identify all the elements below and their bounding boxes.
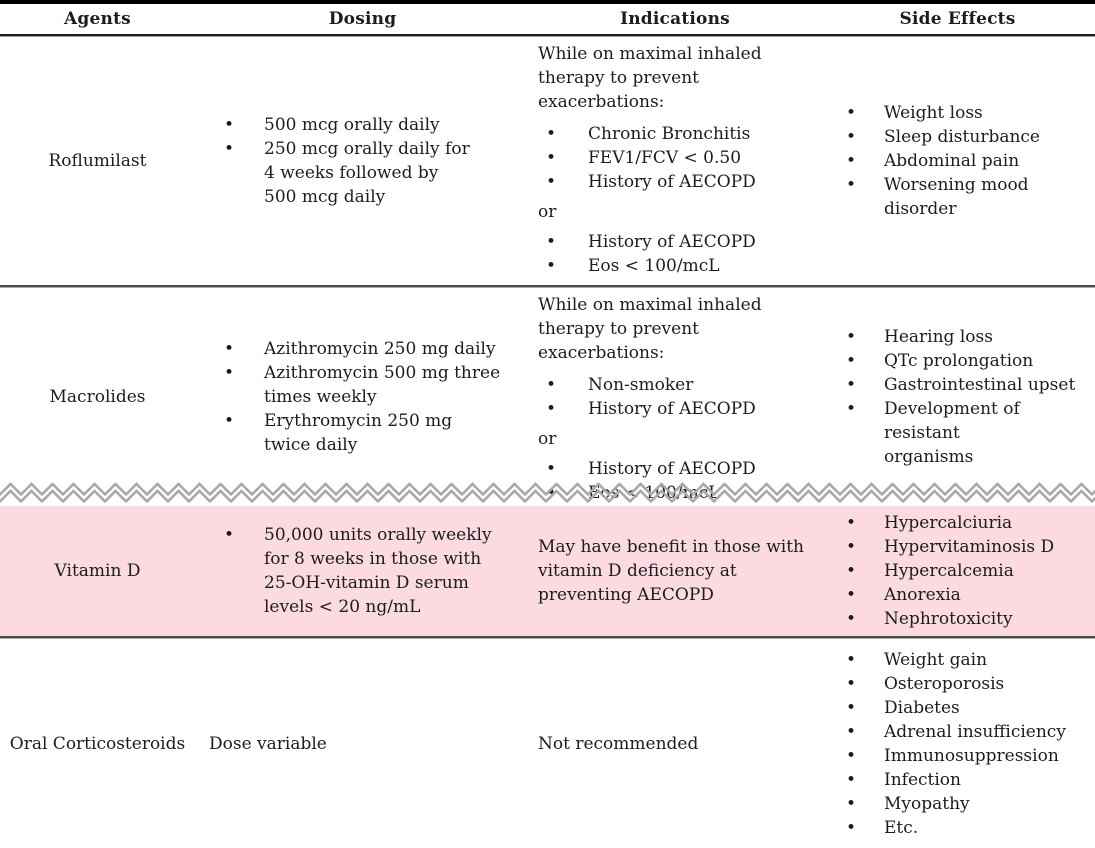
zigzag-icon <box>0 480 1095 506</box>
column-header-agents: Agents <box>64 9 131 29</box>
indications-cell: While on maximal inhaled therapy to prev… <box>530 37 820 278</box>
row-divider <box>0 285 1095 288</box>
list-item: Immunosuppression <box>820 744 1095 768</box>
table-row-roflumilast: Roflumilast 500 mcg orally daily 250 mcg… <box>0 37 1095 285</box>
list-item: Diabetes <box>820 696 1095 720</box>
column-header-side-effects: Side Effects <box>899 9 1016 29</box>
side-effects-cell: Hearing loss QTc prolongation Gastrointe… <box>820 325 1095 469</box>
list-item: Eos < 100/mcL <box>530 254 820 278</box>
list-item: Adrenal insufficiency <box>820 720 1095 744</box>
list-item: History of AECOPD <box>530 397 820 421</box>
list-item: Weight loss <box>820 101 1095 125</box>
header-divider <box>0 34 1095 37</box>
side-effects-list: Weight loss Sleep disturbance Abdominal … <box>820 101 1095 221</box>
list-item: Nephrotoxicity <box>820 607 1095 631</box>
side-effects-list: Hypercalciuria Hypervitaminosis D Hyperc… <box>820 511 1095 631</box>
list-item: Hypercalcemia <box>820 559 1095 583</box>
list-item: Weight gain <box>820 648 1095 672</box>
dosing-cell: Azithromycin 250 mg daily Azithromycin 5… <box>195 337 530 457</box>
list-item: Hypercalciuria <box>820 511 1095 535</box>
list-item: Chronic Bronchitis <box>530 122 820 146</box>
dosing-cell: 500 mcg orally daily 250 mcg orally dail… <box>195 113 530 209</box>
list-item: Erythromycin 250 mg twice daily <box>195 409 530 457</box>
list-item: Worsening mood disorder <box>820 173 1095 221</box>
row-divider <box>0 636 1095 639</box>
list-item: History of AECOPD <box>530 170 820 194</box>
list-item: Hypervitaminosis D <box>820 535 1095 559</box>
indications-connector: or <box>538 202 557 222</box>
list-item: Osteroporosis <box>820 672 1095 696</box>
list-item: Sleep disturbance <box>820 125 1095 149</box>
list-item: Development of resistant organisms <box>820 397 1095 469</box>
list-item: Etc. <box>820 816 1095 840</box>
indications-intro: While on maximal inhaled therapy to prev… <box>538 44 762 112</box>
list-item: Abdominal pain <box>820 149 1095 173</box>
indications-text: Not recommended <box>538 733 699 754</box>
indications-list: Chronic Bronchitis FEV1/FCV < 0.50 Histo… <box>530 122 820 194</box>
list-item: 500 mcg orally daily <box>195 113 530 137</box>
list-item: Hearing loss <box>820 325 1095 349</box>
indications-intro: While on maximal inhaled therapy to prev… <box>538 295 762 363</box>
list-item: Non-smoker <box>530 373 820 397</box>
indications-connector: or <box>538 429 557 449</box>
list-item: Anorexia <box>820 583 1095 607</box>
column-header-indications: Indications <box>620 9 730 29</box>
agent-name: Macrolides <box>49 386 146 407</box>
dosing-list: 500 mcg orally daily 250 mcg orally dail… <box>195 113 530 209</box>
dosing-cell: 50,000 units orally weekly for 8 weeks i… <box>195 523 530 619</box>
list-item: QTc prolongation <box>820 349 1095 373</box>
dosing-text: Dose variable <box>209 733 327 754</box>
list-item: Azithromycin 500 mg three times weekly <box>195 361 530 409</box>
side-effects-cell: Weight loss Sleep disturbance Abdominal … <box>820 101 1095 221</box>
list-item: Infection <box>820 768 1095 792</box>
indications-list: History of AECOPD Eos < 100/mcL <box>530 230 820 278</box>
table-row-oral-corticosteroids: Oral Corticosteroids Dose variable Not r… <box>0 639 1095 848</box>
side-effects-list: Hearing loss QTc prolongation Gastrointe… <box>820 325 1095 469</box>
list-item: History of AECOPD <box>530 457 820 481</box>
table-header-row: Agents Dosing Indications Side Effects <box>0 4 1095 34</box>
list-item: Myopathy <box>820 792 1095 816</box>
side-effects-cell: Hypercalciuria Hypervitaminosis D Hyperc… <box>820 511 1095 631</box>
dosing-cell: Dose variable <box>195 715 530 773</box>
indications-cell: While on maximal inhaled therapy to prev… <box>530 288 820 505</box>
dosing-list: 50,000 units orally weekly for 8 weeks i… <box>195 523 530 619</box>
torn-edge-separator <box>0 480 1095 506</box>
indications-cell: Not recommended <box>530 732 820 756</box>
list-item: Azithromycin 250 mg daily <box>195 337 530 361</box>
agent-name: Roflumilast <box>48 151 147 171</box>
agent-name: Vitamin D <box>54 561 141 581</box>
list-item: FEV1/FCV < 0.50 <box>530 146 820 170</box>
table-top-border <box>0 0 1095 4</box>
indications-cell: May have benefit in those with vitamin D… <box>530 535 820 607</box>
list-item: 250 mcg orally daily for 4 weeks followe… <box>195 137 530 209</box>
side-effects-list: Weight gain Osteroporosis Diabetes Adren… <box>820 648 1095 840</box>
dosing-list: Azithromycin 250 mg daily Azithromycin 5… <box>195 337 530 457</box>
table-row-vitamin-d: Vitamin D 50,000 units orally weekly for… <box>0 506 1095 636</box>
list-item: 50,000 units orally weekly for 8 weeks i… <box>195 523 530 619</box>
indications-text: May have benefit in those with vitamin D… <box>538 537 804 605</box>
list-item: History of AECOPD <box>530 230 820 254</box>
list-item: Gastrointestinal upset <box>820 373 1095 397</box>
agent-name: Oral Corticosteroids <box>9 733 186 754</box>
column-header-dosing: Dosing <box>328 9 397 29</box>
side-effects-cell: Weight gain Osteroporosis Diabetes Adren… <box>820 648 1095 840</box>
indications-list: Non-smoker History of AECOPD <box>530 373 820 421</box>
table-row-macrolides: Macrolides Azithromycin 250 mg daily Azi… <box>0 288 1095 505</box>
